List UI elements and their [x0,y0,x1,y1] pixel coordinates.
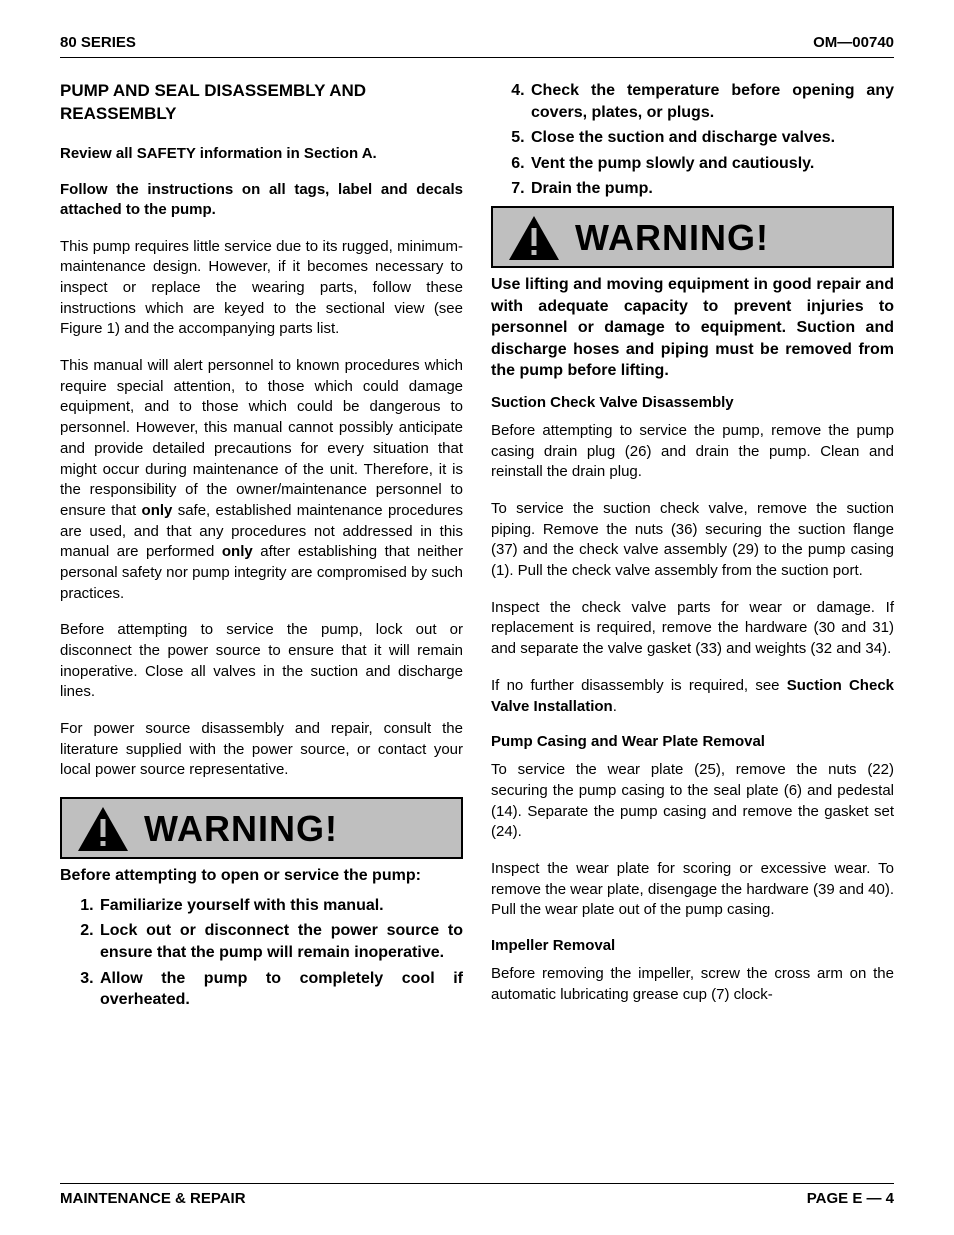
footer-left: MAINTENANCE & REPAIR [60,1190,246,1207]
left-column: PUMP AND SEAL DISASSEMBLY AND REASSEMBLY… [60,80,463,1015]
power-source-paragraph: For power source disassembly and repair,… [60,719,463,781]
warning-label: WARNING! [144,811,338,847]
casing-p2: Inspect the wear plate for scoring or ex… [491,859,894,921]
lifting-warning-paragraph: Use lifting and moving equipment in good… [491,274,894,382]
header-left: 80 SERIES [60,34,136,51]
subhead-pump-casing: Pump Casing and Wear Plate Removal [491,733,894,750]
page-header: 80 SERIES OM—00740 [60,34,894,58]
header-right: OM—00740 [813,34,894,51]
subhead-suction-check-valve: Suction Check Valve Disassembly [491,394,894,411]
right-column: Check the temperature before opening any… [491,80,894,1015]
tags-instructions-note: Follow the instructions on all tags, lab… [60,180,463,221]
warning-step-2: Lock out or disconnect the power source … [98,920,463,963]
suction-p1: Before attempting to service the pump, r… [491,421,894,483]
warning-box: WARNING! [60,797,463,859]
warning-step-5: Close the suction and discharge valves. [529,127,894,149]
intro-paragraph-1: This pump requires little service due to… [60,237,463,340]
warning-steps-list: Familiarize yourself with this manual. L… [80,895,463,1011]
warning-step-7: Drain the pump. [529,178,894,200]
warning-triangle-icon [507,214,561,262]
suction-p3: Inspect the check valve parts for wear o… [491,598,894,660]
warning-steps-list-continued: Check the temperature before opening any… [511,80,894,200]
warning-box: WARNING! [491,206,894,268]
warning-step-3: Allow the pump to completely cool if ove… [98,968,463,1011]
page-footer: MAINTENANCE & REPAIR PAGE E — 4 [60,1183,894,1207]
suction-p2: To service the suction check valve, remo… [491,499,894,582]
casing-p1: To service the wear plate (25), remove t… [491,760,894,843]
safety-review-note: Review all SAFETY information in Section… [60,144,463,164]
subhead-impeller: Impeller Removal [491,937,894,954]
intro-paragraph-2: This manual will alert personnel to know… [60,356,463,604]
footer-right: PAGE E — 4 [807,1190,894,1207]
warning-triangle-icon [76,805,130,853]
warning-lead-text: Before attempting to open or service the… [60,865,463,887]
warning-label: WARNING! [575,220,769,256]
suction-p4: If no further disassembly is required, s… [491,676,894,717]
lockout-paragraph: Before attempting to service the pump, l… [60,620,463,703]
warning-step-4: Check the temperature before opening any… [529,80,894,123]
content-columns: PUMP AND SEAL DISASSEMBLY AND REASSEMBLY… [60,80,894,1015]
warning-step-6: Vent the pump slowly and cautiously. [529,153,894,175]
impeller-p1: Before removing the impeller, screw the … [491,964,894,1005]
document-page: 80 SERIES OM—00740 PUMP AND SEAL DISASSE… [0,0,954,1235]
warning-step-1: Familiarize yourself with this manual. [98,895,463,917]
section-title: PUMP AND SEAL DISASSEMBLY AND REASSEMBLY [60,80,463,126]
